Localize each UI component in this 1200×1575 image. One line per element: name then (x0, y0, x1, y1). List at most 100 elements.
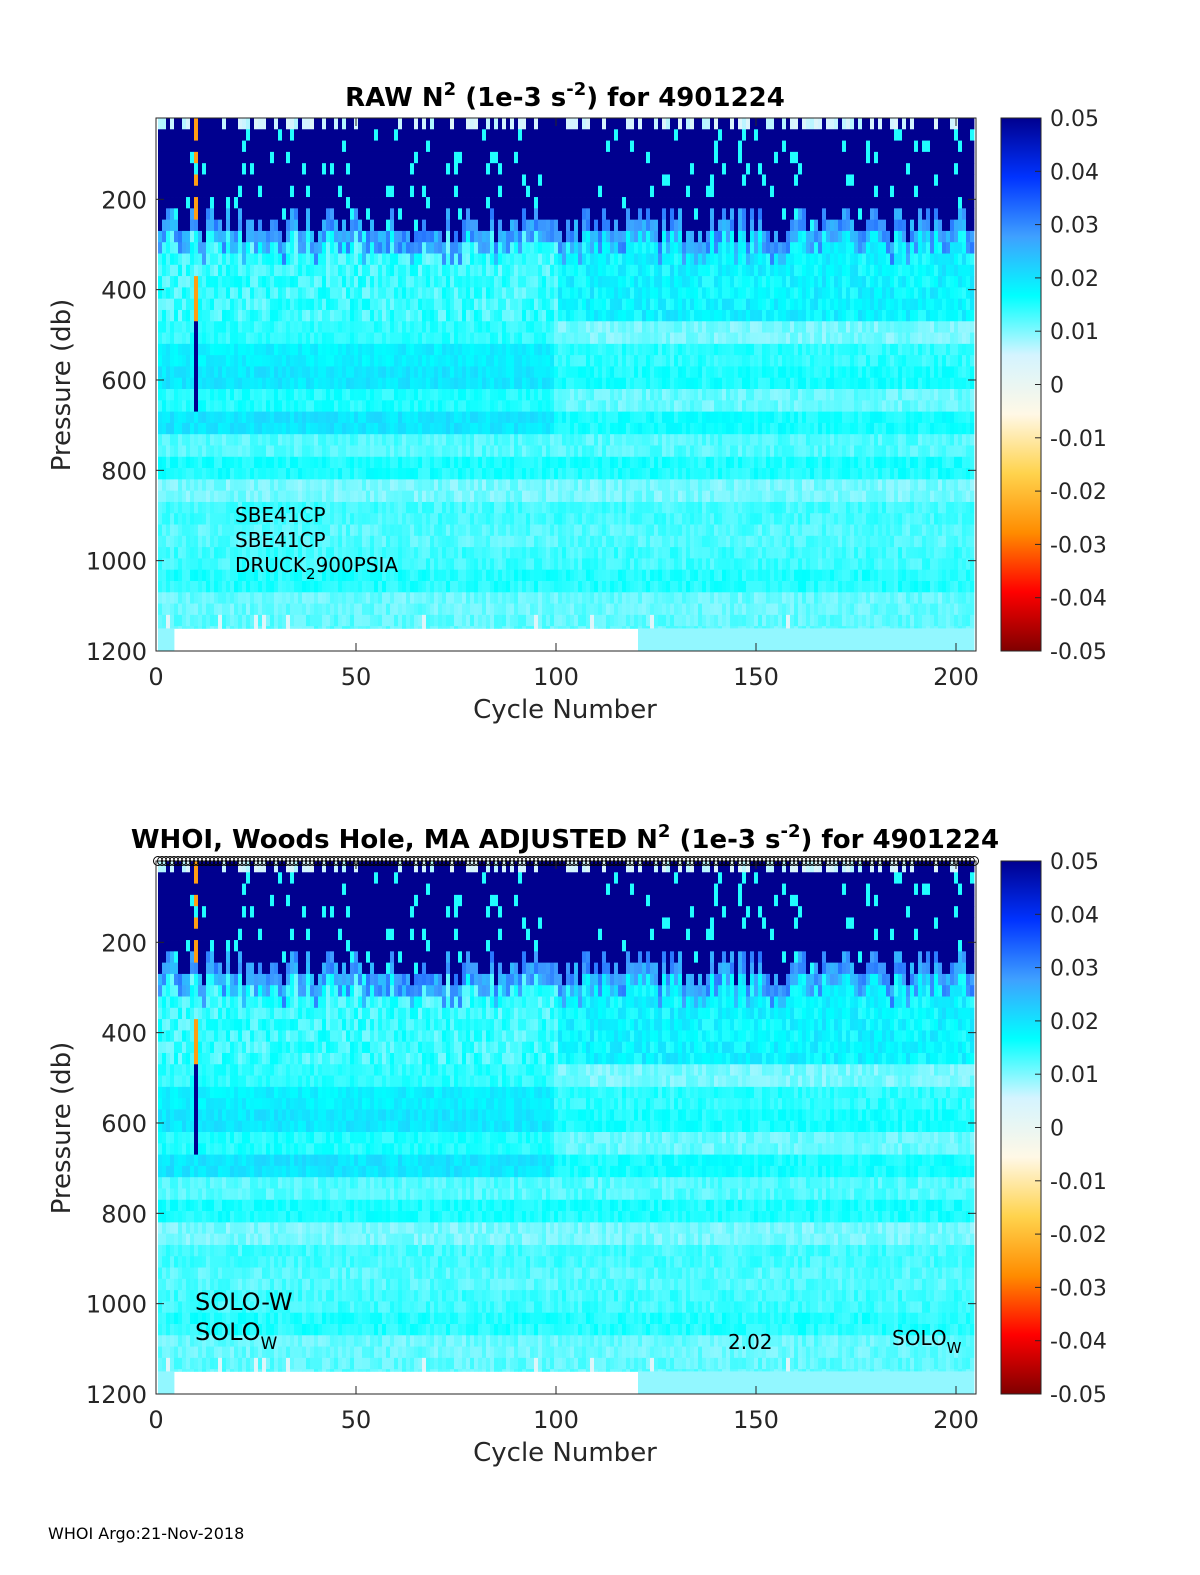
cycle-marker (517, 856, 527, 866)
colorbar-tick-label: 0.03 (1050, 214, 1099, 239)
cycle-marker (205, 856, 215, 866)
cycle-marker (357, 856, 367, 866)
cycle-marker (241, 856, 251, 866)
cycle-marker (237, 856, 247, 866)
cycle-marker (337, 856, 347, 866)
cycle-marker (909, 856, 919, 866)
x-tick-label: 150 (733, 1406, 779, 1434)
cycle-marker (433, 856, 443, 866)
cycle-marker (657, 856, 667, 866)
y-tick-label: 1200 (86, 1381, 147, 1409)
cycle-marker (709, 856, 719, 866)
cycle-marker (969, 856, 979, 866)
cycle-marker (941, 856, 951, 866)
cycle-marker (689, 856, 699, 866)
cycle-marker (201, 856, 211, 866)
cycle-marker (513, 856, 523, 866)
cycle-marker (345, 856, 355, 866)
cycle-marker (361, 856, 371, 866)
cycle-marker (717, 856, 727, 866)
cycle-marker (385, 856, 395, 866)
x-tick-label: 100 (533, 663, 579, 691)
y-tick-label: 400 (101, 1020, 147, 1048)
cycle-marker (677, 856, 687, 866)
x-tick-label: 0 (148, 1406, 163, 1434)
x-tick-label: 0 (148, 663, 163, 691)
cycle-marker (957, 856, 967, 866)
x-tick-label: 200 (933, 1406, 979, 1434)
cycle-marker (721, 856, 731, 866)
cycle-marker (681, 856, 691, 866)
footer-stamp: WHOI Argo:21-Nov-2018 (48, 1524, 245, 1543)
cycle-marker (729, 856, 739, 866)
colorbar-tick-label: 0.03 (1050, 957, 1099, 982)
colorbar-raw: 0.05 0.04 0.03 0.02 0.01 0 -0.01 -0.02 -0.03 -0.0… (1000, 107, 1107, 665)
y-tick-label: 400 (101, 277, 147, 305)
cycle-marker (773, 856, 783, 866)
cycle-marker (737, 856, 747, 866)
cycle-marker (609, 856, 619, 866)
cycle-marker (685, 856, 695, 866)
cycle-marker (585, 856, 595, 866)
cycle-marker (465, 856, 475, 866)
cycle-marker (221, 856, 231, 866)
cycle-marker (277, 856, 287, 866)
cycle-marker (853, 856, 863, 866)
cycle-marker (469, 856, 479, 866)
cycle-marker (365, 856, 375, 866)
cycle-marker (293, 856, 303, 866)
cycle-marker (249, 856, 259, 866)
x-axis-label-adjusted: Cycle Number (473, 1438, 657, 1468)
cycle-marker (581, 856, 591, 866)
cycle-marker (157, 856, 167, 866)
cycle-marker (509, 856, 519, 866)
colorbar-tick-label: 0.05 (1050, 107, 1099, 132)
cycle-marker (497, 856, 507, 866)
cycle-marker (485, 856, 495, 866)
cycle-marker (897, 856, 907, 866)
colorbar-tick-label: 0.04 (1050, 160, 1099, 185)
cycle-marker (533, 856, 543, 866)
cycle-marker (153, 856, 163, 866)
sensor-label-2: SBE41CP (235, 528, 326, 552)
colorbar-tick-label: 0.02 (1050, 1010, 1099, 1035)
cycle-marker (245, 856, 255, 866)
cycle-marker (541, 856, 551, 866)
cycle-marker (473, 856, 483, 866)
cycle-marker (829, 856, 839, 866)
cycle-marker (189, 856, 199, 866)
cycle-marker (505, 856, 515, 866)
x-axis-raw: 0 50 100 150 200 (148, 118, 979, 691)
cycle-marker (781, 856, 791, 866)
cycle-marker (413, 856, 423, 866)
x-axis-adjusted: 0 50 100 150 200 (148, 861, 979, 1434)
cycle-marker (889, 856, 899, 866)
cycle-marker (877, 856, 887, 866)
colorbar-tick-label: -0.01 (1050, 427, 1107, 452)
cycle-marker (841, 856, 851, 866)
x-tick-label: 200 (933, 663, 979, 691)
cycle-marker (769, 856, 779, 866)
cycle-marker (765, 856, 775, 866)
cycle-marker (373, 856, 383, 866)
cycle-marker (921, 856, 931, 866)
cycle-marker (665, 856, 675, 866)
cycle-marker (457, 856, 467, 866)
panel-raw: RAW N2 (1e-3 s-2) for 4901224 0 50 100 150 2… (47, 79, 1107, 725)
cycle-marker (845, 856, 855, 866)
cycle-marker (445, 856, 455, 866)
cycle-marker (745, 856, 755, 866)
cycle-marker (341, 856, 351, 866)
cycle-marker (625, 856, 635, 866)
x-tick-label: 50 (341, 1406, 372, 1434)
cycle-marker (757, 856, 767, 866)
plot-frame-raw (155, 117, 977, 652)
cycle-marker (561, 856, 571, 866)
chart-title-raw: RAW N2 (1e-3 s-2) for 4901224 (345, 79, 785, 113)
cycle-marker (821, 856, 831, 866)
cycle-marker (777, 856, 787, 866)
cycle-marker (613, 856, 623, 866)
colorbar-gradient (1000, 117, 1042, 652)
colorbar-tick-label: 0.01 (1050, 1063, 1099, 1088)
